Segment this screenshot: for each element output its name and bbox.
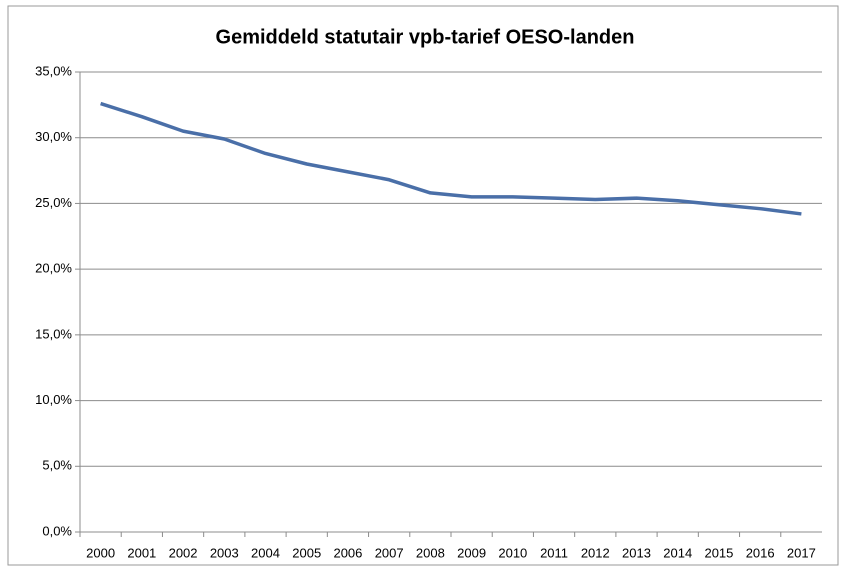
x-tick-label: 2006 bbox=[333, 545, 362, 560]
x-tick-label: 2002 bbox=[169, 545, 198, 560]
x-tick-label: 2004 bbox=[251, 545, 280, 560]
x-tick-label: 2010 bbox=[498, 545, 527, 560]
y-tick-label: 10,0% bbox=[35, 392, 72, 407]
y-tick-label: 35,0% bbox=[35, 63, 72, 78]
y-tick-label: 25,0% bbox=[35, 195, 72, 210]
y-tick-label: 0,0% bbox=[42, 523, 72, 538]
x-tick-label: 2017 bbox=[787, 545, 816, 560]
x-tick-label: 2003 bbox=[210, 545, 239, 560]
y-tick-label: 5,0% bbox=[42, 458, 72, 473]
x-tick-label: 2015 bbox=[704, 545, 733, 560]
x-tick-label: 2001 bbox=[127, 545, 156, 560]
y-tick-label: 20,0% bbox=[35, 261, 72, 276]
chart-frame bbox=[7, 5, 839, 566]
x-tick-label: 2011 bbox=[540, 545, 568, 560]
x-tick-label: 2009 bbox=[457, 545, 486, 560]
x-tick-label: 2014 bbox=[663, 545, 692, 560]
x-tick-label: 2000 bbox=[86, 545, 115, 560]
y-tick-label: 15,0% bbox=[35, 326, 72, 341]
x-tick-label: 2012 bbox=[581, 545, 610, 560]
chart-title: Gemiddeld statutair vpb-tarief OESO-land… bbox=[216, 26, 635, 48]
x-tick-label: 2005 bbox=[292, 545, 321, 560]
x-tick-label: 2013 bbox=[622, 545, 651, 560]
x-tick-label: 2008 bbox=[416, 545, 445, 560]
data-line bbox=[100, 101, 802, 216]
x-tick-label: 2016 bbox=[746, 545, 775, 560]
y-tick-label: 30,0% bbox=[35, 129, 72, 144]
x-tick-label: 2007 bbox=[375, 545, 404, 560]
